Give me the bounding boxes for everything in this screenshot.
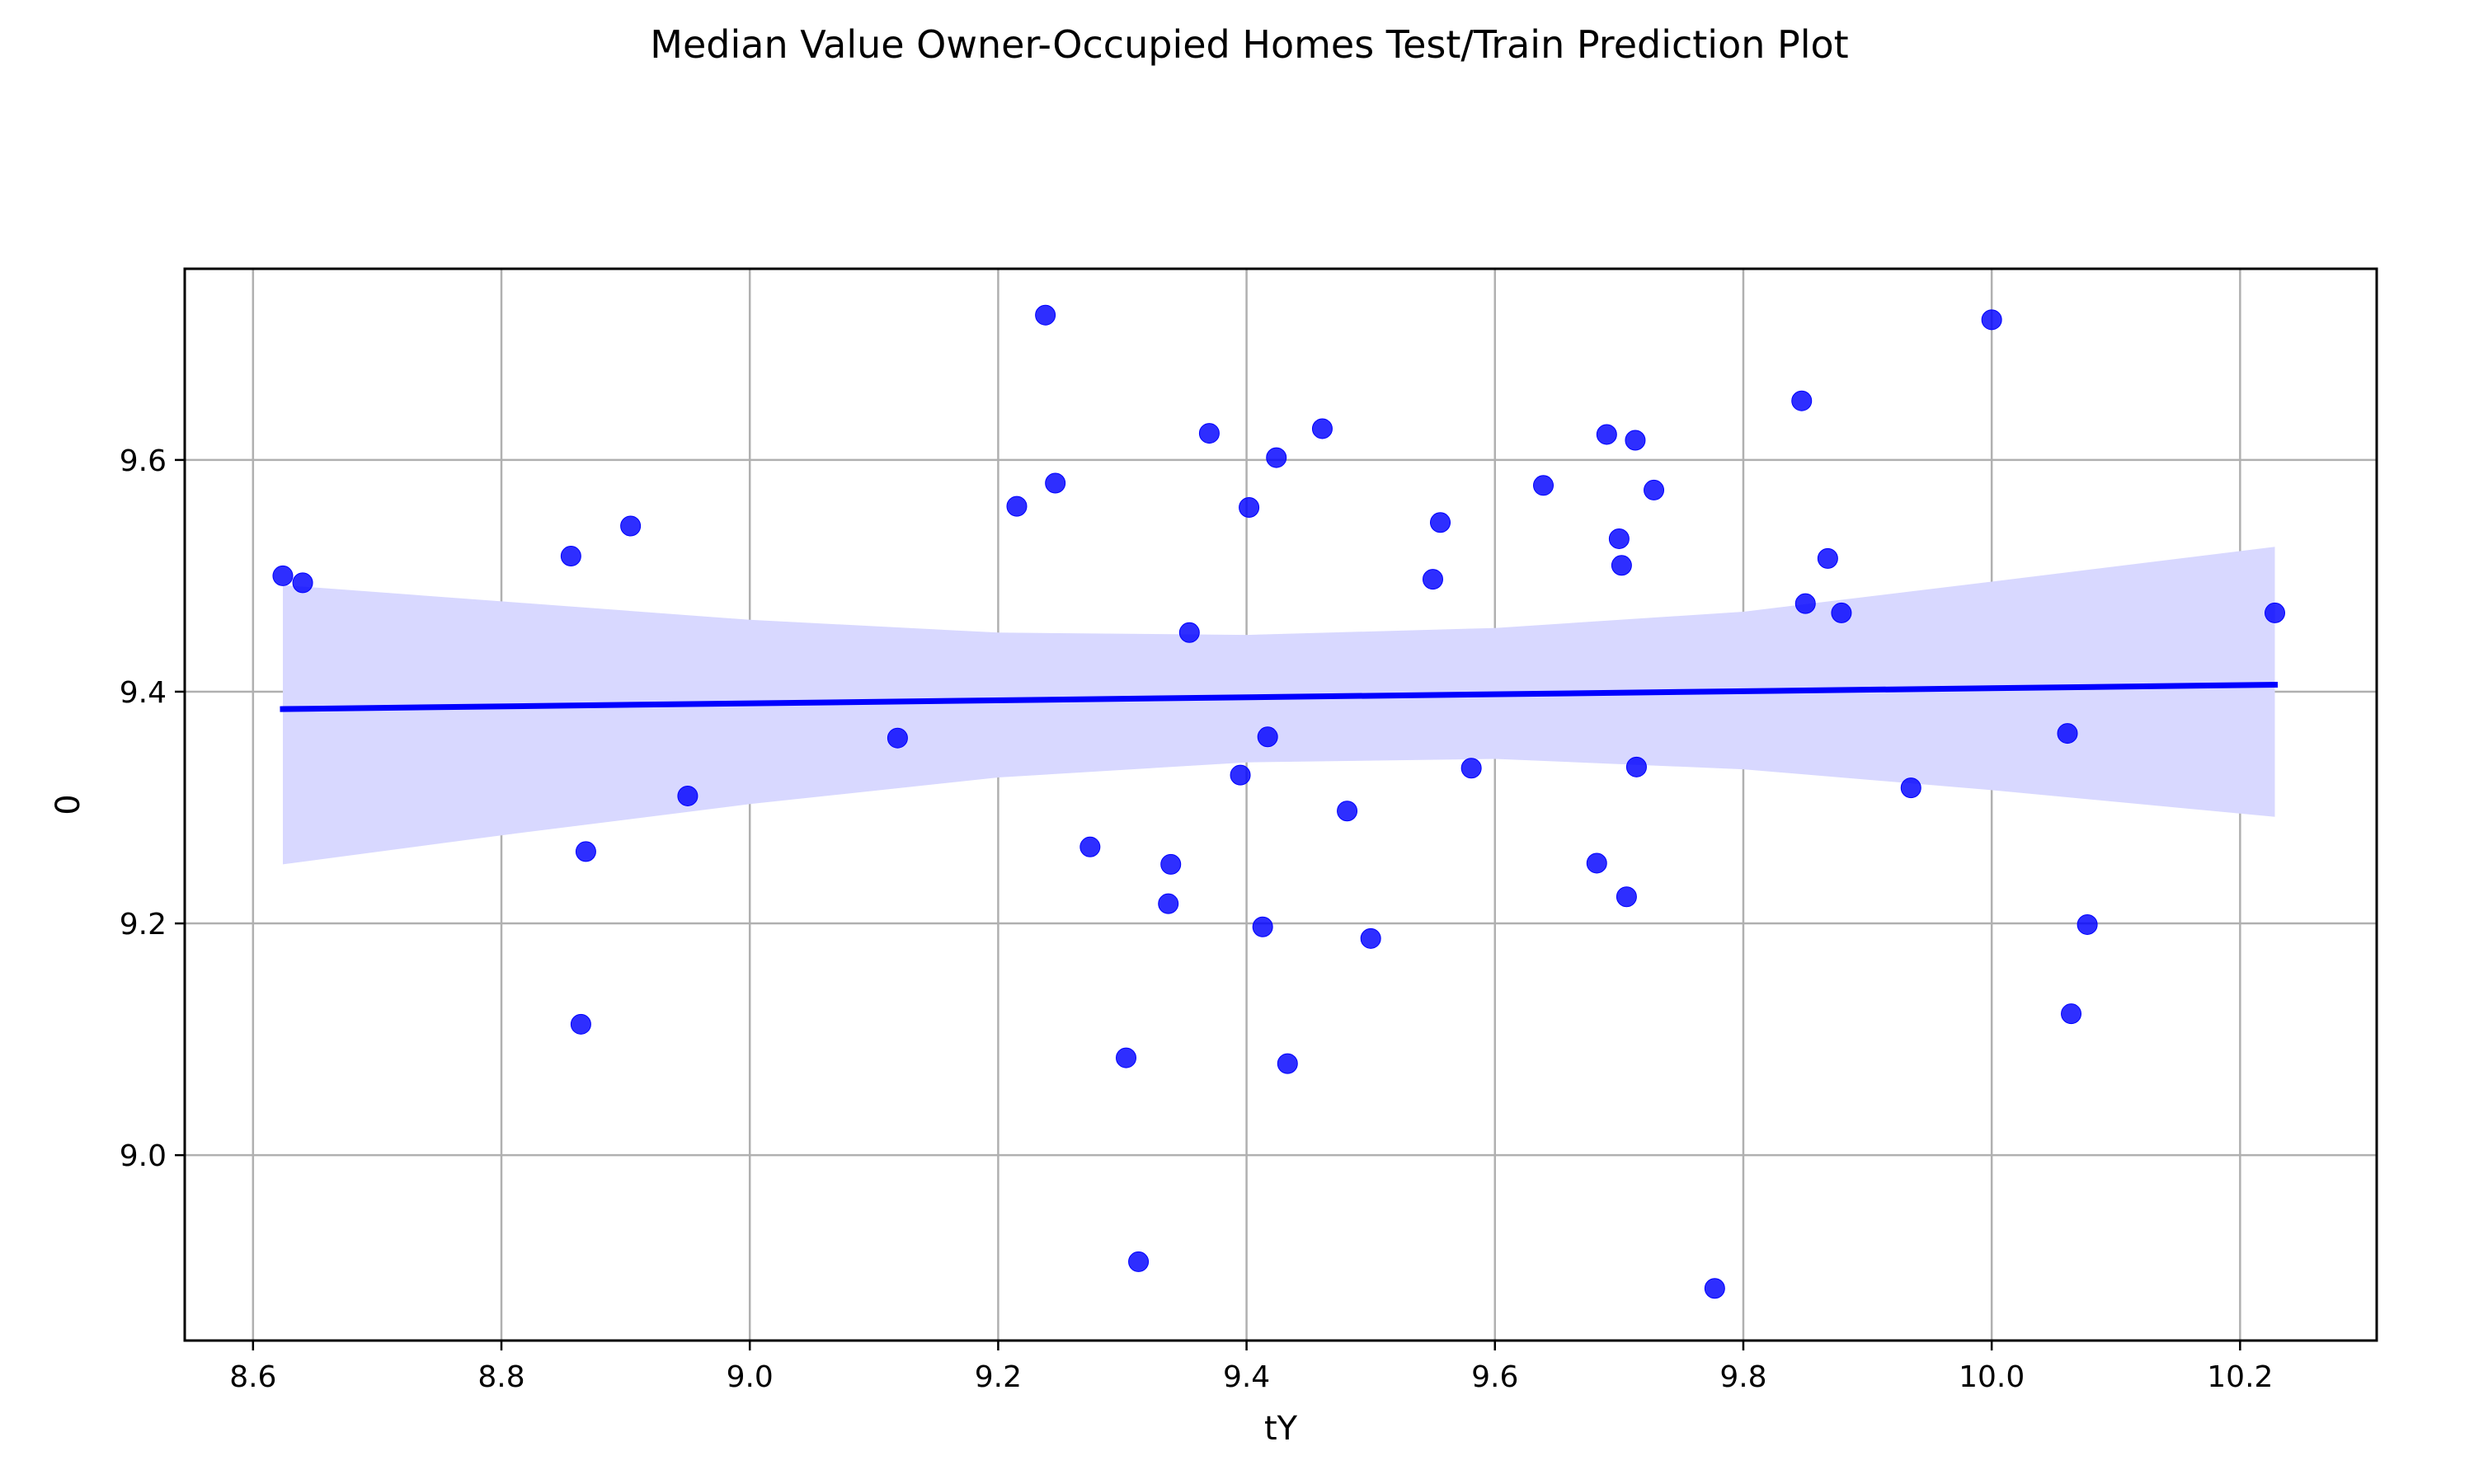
scatter-point	[1596, 424, 1617, 445]
scatter-point	[1831, 602, 1852, 623]
scatter-point	[1116, 1047, 1137, 1068]
scatter-point	[1981, 309, 2002, 331]
x-tick-label: 9.0	[727, 1360, 774, 1394]
scatter-point	[2057, 723, 2078, 744]
scatter-point	[1817, 547, 1838, 569]
scatter-point	[1252, 916, 1273, 937]
scatter-point	[1337, 801, 1358, 822]
scatter-point	[1006, 495, 1028, 517]
scatter-point	[1360, 928, 1381, 949]
x-axis-ticks: 8.6 8.8 9.0 9.2 9.4 9.6 9.8 10.0 10.2	[229, 1341, 2273, 1394]
y-axis-label: 0	[49, 794, 87, 815]
x-tick-label: 9.4	[1223, 1360, 1270, 1394]
scatter-point	[1239, 497, 1260, 519]
scatter-point	[1230, 764, 1251, 786]
scatter-point	[1198, 423, 1220, 444]
scatter-point	[1704, 1278, 1725, 1299]
scatter-point	[2077, 913, 2098, 935]
y-tick-label: 9.2	[120, 908, 167, 942]
regression-line	[280, 681, 2279, 712]
scatter-point	[1616, 886, 1637, 908]
regression-line-group	[280, 681, 2279, 712]
scatter-point	[292, 572, 313, 594]
y-tick-label: 9.4	[120, 676, 167, 710]
x-tick-label: 10.0	[1959, 1360, 2025, 1394]
scatter-point	[1611, 555, 1632, 576]
plot-frame	[183, 267, 2378, 1342]
x-tick-label: 9.6	[1471, 1360, 1518, 1394]
confidence-band-group	[283, 547, 2275, 865]
y-tick-label: 9.0	[120, 1139, 167, 1173]
scatter-point	[1586, 852, 1607, 874]
y-tick-label: 9.6	[120, 444, 167, 478]
scatter-point	[1460, 758, 1482, 779]
scatter-point	[1257, 726, 1278, 748]
scatter-point	[1045, 472, 1066, 494]
scatter-point	[560, 546, 581, 567]
scatter-point	[1900, 777, 1921, 799]
scatter-point	[1128, 1251, 1150, 1272]
confidence-band	[283, 547, 2275, 865]
x-tick-label: 8.6	[229, 1360, 276, 1394]
scatter-point	[2061, 1003, 2082, 1025]
scatter-point	[1625, 430, 1646, 451]
scatter-point	[1158, 893, 1179, 914]
x-tick-label: 8.8	[477, 1360, 524, 1394]
scatter-point	[575, 841, 596, 862]
scatter-point	[1178, 622, 1200, 643]
scatter-points	[272, 304, 2286, 1299]
scatter-point	[677, 785, 698, 806]
scatter-point	[1422, 569, 1443, 590]
chart-title: Median Value Owner-Occupied Homes Test/T…	[650, 22, 1848, 67]
scatter-point	[1625, 756, 1647, 777]
x-tick-label: 10.2	[2207, 1360, 2273, 1394]
scatter-point	[1791, 390, 1813, 411]
scatter-point	[1794, 593, 1816, 614]
scatter-point	[887, 727, 908, 749]
scatter-point	[272, 565, 294, 586]
x-tick-label: 9.8	[1719, 1360, 1766, 1394]
scatter-point	[1644, 479, 1665, 500]
scatter-point	[1311, 418, 1333, 439]
scatter-point	[1266, 447, 1287, 468]
scatter-point	[1533, 475, 1554, 496]
scatter-point	[620, 515, 642, 537]
scatter-point	[1608, 528, 1630, 549]
x-axis-label: tY	[1264, 1410, 1298, 1448]
scatter-point	[2265, 602, 2286, 623]
scatter-point	[1430, 512, 1451, 533]
x-tick-label: 9.2	[975, 1360, 1022, 1394]
scatter-point	[1035, 304, 1056, 326]
y-axis-ticks: 9.0 9.2 9.4 9.6	[120, 444, 185, 1173]
scatter-point	[570, 1013, 591, 1035]
grid	[185, 269, 2377, 1341]
scatter-point	[1160, 853, 1182, 875]
scatter-point	[1079, 836, 1101, 857]
scatter-point	[1277, 1053, 1298, 1074]
